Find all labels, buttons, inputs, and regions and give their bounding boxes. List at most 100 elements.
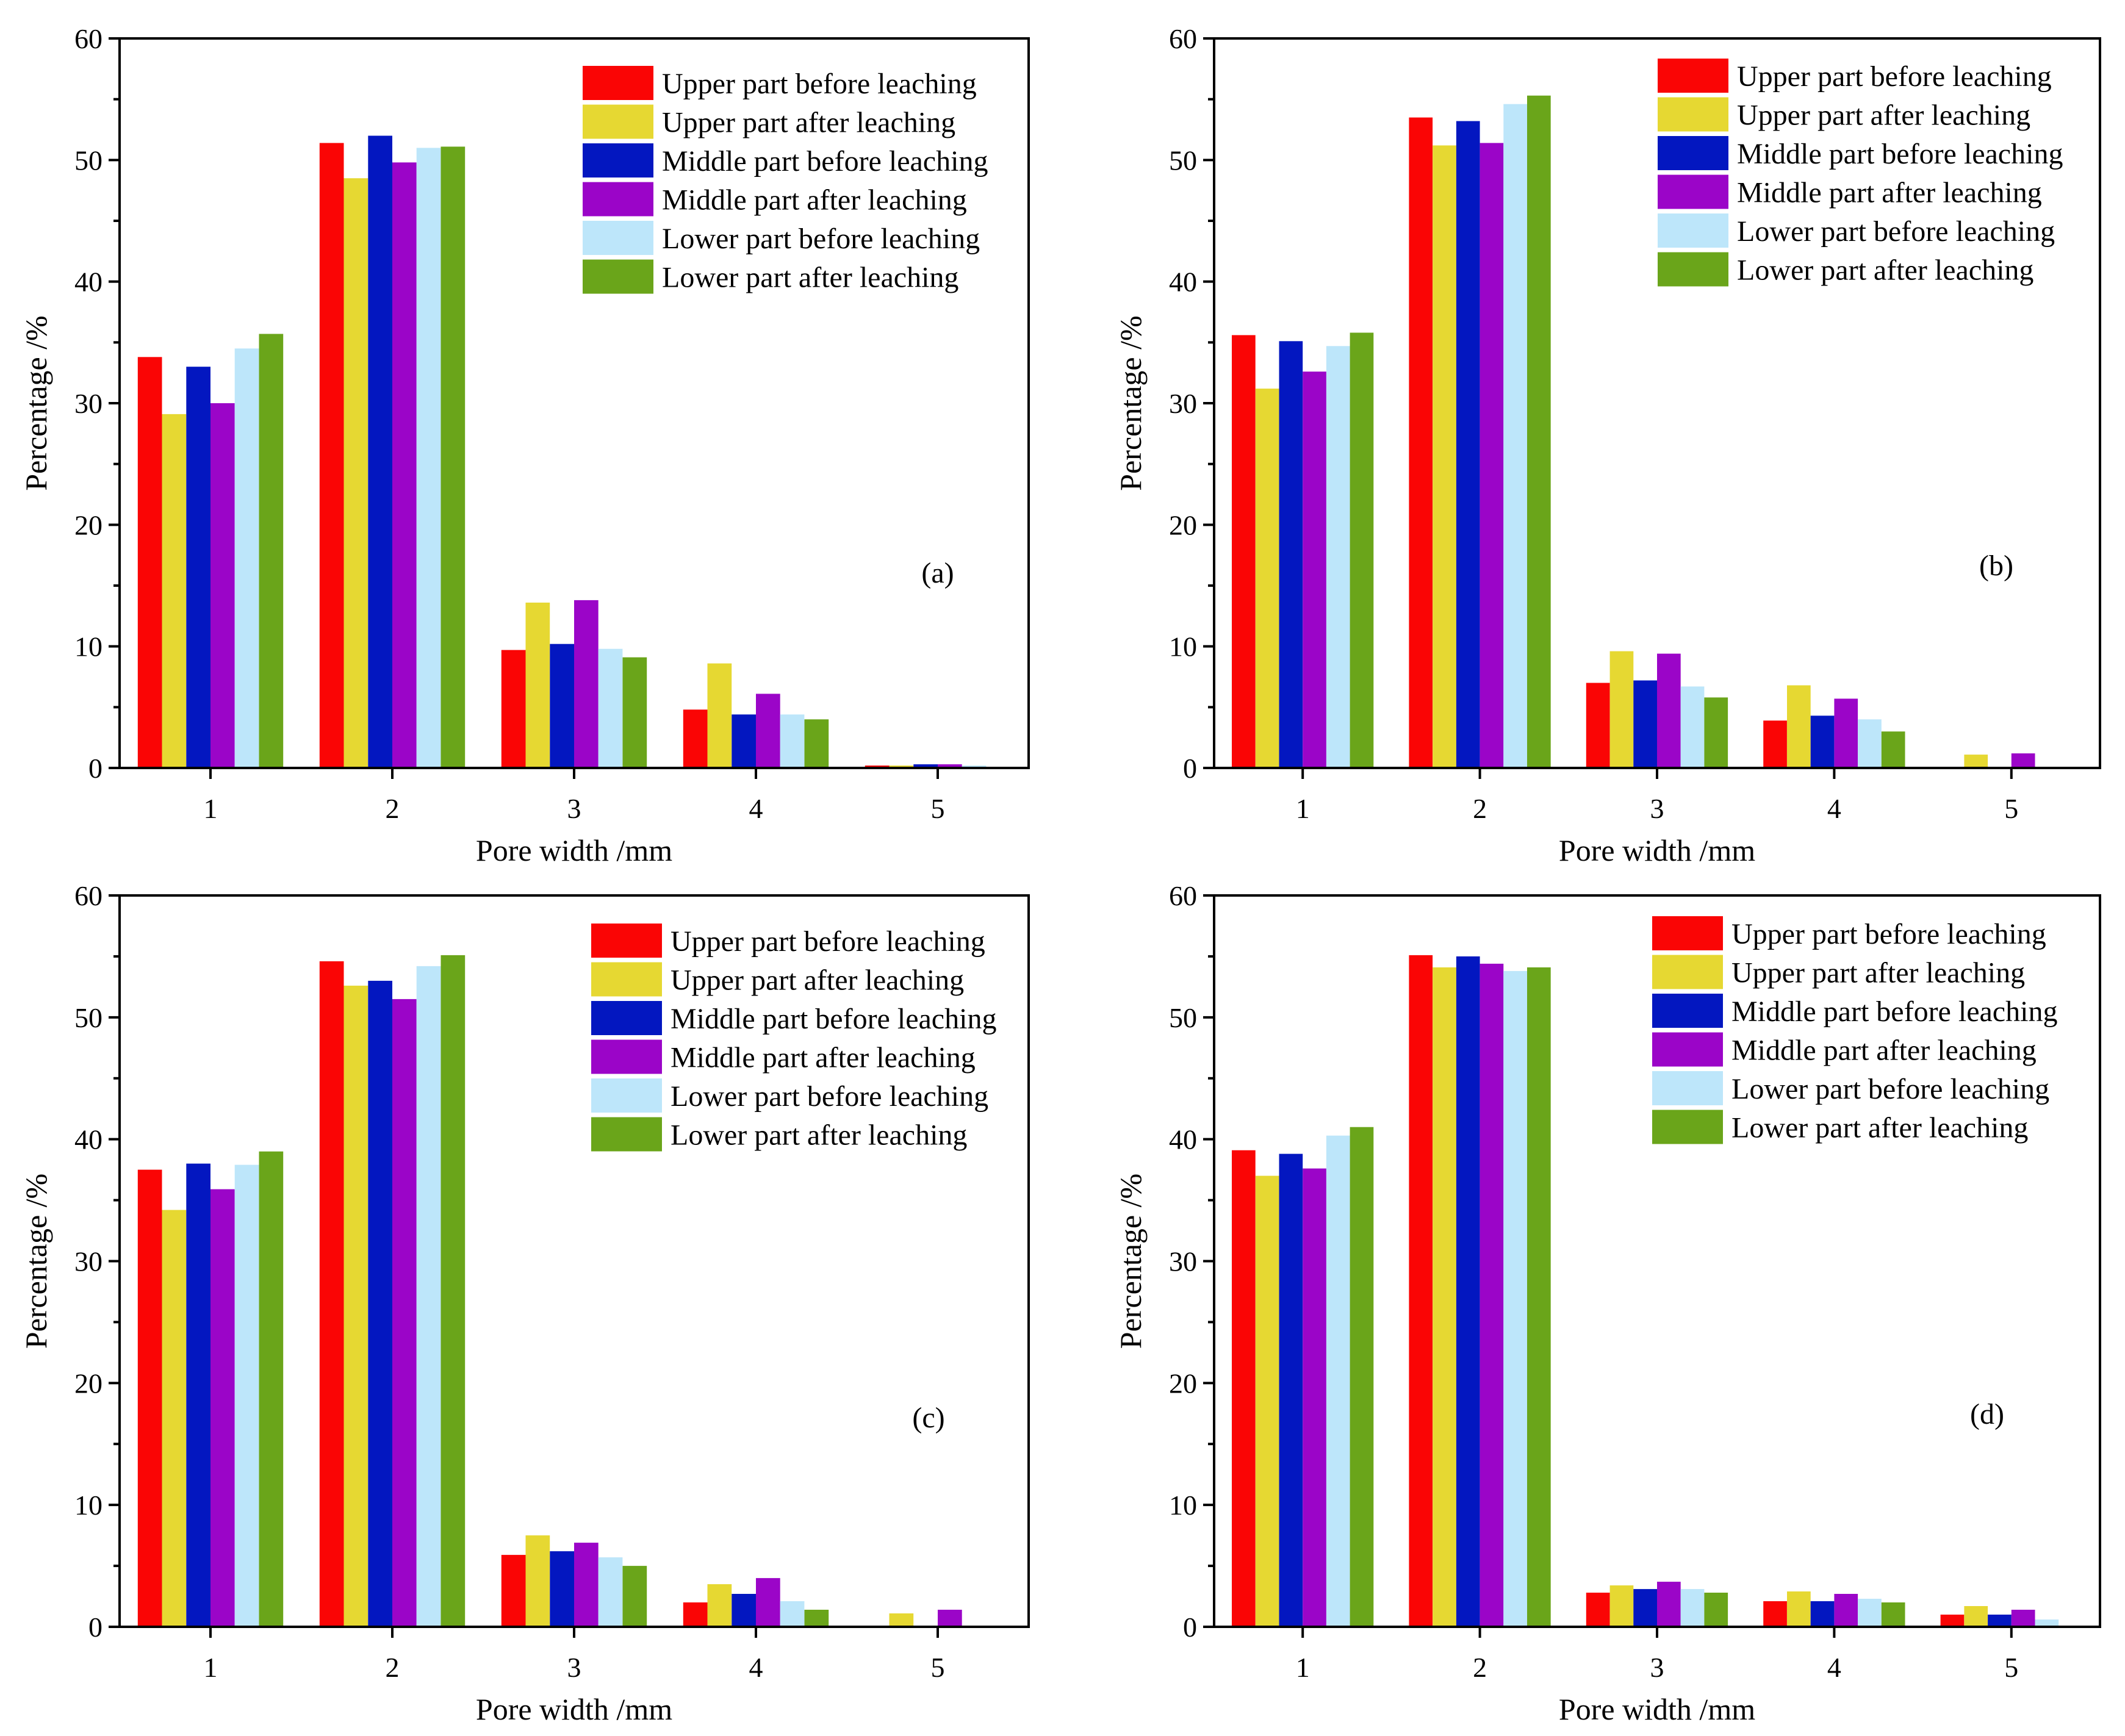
- bar-6-cat-3: [622, 657, 647, 768]
- bar-4-cat-3: [1657, 653, 1681, 768]
- y-tick-label: 0: [88, 753, 102, 784]
- y-axis-title: Percentage /%: [19, 315, 53, 490]
- y-tick-label: 10: [74, 1490, 102, 1521]
- x-tick-label: 2: [1473, 1652, 1487, 1683]
- bar-1-cat-2: [1409, 117, 1433, 769]
- legend-swatch-3: [1658, 136, 1728, 170]
- bar-3-cat-3: [1633, 680, 1657, 768]
- legend-label-1: Upper part before leaching: [662, 68, 977, 100]
- legend-label-3: Middle part before leaching: [1731, 995, 2057, 1028]
- bar-5-cat-3: [598, 648, 623, 768]
- bar-6-cat-1: [259, 334, 284, 768]
- x-tick-label: 4: [749, 1652, 763, 1683]
- y-tick-label: 20: [74, 509, 102, 540]
- bar-4-cat-5: [938, 1610, 962, 1627]
- bar-1-cat-1: [1232, 335, 1256, 768]
- bar-1-cat-3: [1586, 683, 1610, 768]
- bar-1-cat-5: [1940, 1615, 1965, 1627]
- y-tick-label: 30: [1169, 1246, 1197, 1277]
- y-tick-label: 0: [1183, 753, 1197, 784]
- bar-1-cat-3: [1586, 1593, 1610, 1627]
- y-tick-label: 30: [74, 388, 102, 419]
- legend-swatch-1: [583, 66, 653, 100]
- bar-2-cat-1: [162, 1210, 187, 1627]
- bar-2-cat-5: [1964, 1606, 1988, 1627]
- legend-label-2: Upper part after leaching: [671, 964, 964, 997]
- legend-swatch-1: [591, 924, 662, 958]
- x-tick-label: 3: [567, 793, 581, 824]
- panel-label: (b): [1979, 550, 2013, 582]
- legend-label-3: Middle part before leaching: [662, 145, 988, 178]
- bar-5-cat-4: [1858, 1599, 1882, 1627]
- panel-label: (d): [1970, 1398, 2004, 1430]
- bar-2-cat-2: [1433, 145, 1456, 768]
- bars: [137, 135, 1011, 768]
- bar-4-cat-1: [210, 1189, 235, 1627]
- bar-4-cat-2: [1480, 143, 1504, 768]
- bars: [1232, 955, 2059, 1627]
- bar-6-cat-2: [1527, 967, 1551, 1627]
- x-axis-title: Pore width /mm: [1559, 833, 1755, 867]
- bar-4-cat-1: [1303, 371, 1326, 768]
- bar-4-cat-2: [392, 999, 417, 1627]
- legend-swatch-5: [1658, 213, 1728, 248]
- bar-4-cat-5: [2011, 1610, 2035, 1627]
- y-tick-label: 60: [74, 880, 102, 911]
- chart-panel-3: 0 10 20 30 40 50 60 1 2 3 4 5 Pore width /mm Percenta…: [19, 880, 1030, 1726]
- legend-swatch-4: [1658, 174, 1728, 209]
- bar-1-cat-4: [683, 1602, 708, 1627]
- bar-5-cat-4: [1858, 719, 1882, 768]
- x-tick-label: 4: [1827, 1652, 1841, 1683]
- y-tick-label: 50: [1169, 145, 1197, 176]
- legend: Upper part before leaching Upper part aft…: [1658, 59, 2063, 287]
- y-tick-label: 40: [1169, 267, 1197, 298]
- bar-2-cat-2: [343, 178, 369, 768]
- y-axis-title: Percentage /%: [19, 1174, 53, 1349]
- bar-6-cat-2: [1527, 95, 1551, 769]
- bar-6-cat-4: [804, 1610, 829, 1627]
- legend-swatch-3: [591, 1001, 662, 1035]
- bar-5-cat-2: [1503, 970, 1527, 1627]
- y-tick-label: 10: [1169, 1490, 1197, 1521]
- legend-label-4: Middle part after leaching: [1731, 1035, 2037, 1067]
- bar-5-cat-2: [416, 148, 441, 768]
- bars: [1232, 95, 2035, 769]
- x-tick-label: 1: [204, 793, 218, 824]
- bar-1-cat-2: [319, 961, 344, 1627]
- legend-swatch-4: [1652, 1032, 1723, 1067]
- bar-6-cat-1: [259, 1151, 284, 1627]
- bar-2-cat-2: [343, 985, 369, 1627]
- bar-2-cat-3: [525, 1535, 550, 1627]
- legend-label-6: Lower part after leaching: [671, 1119, 967, 1152]
- bar-2-cat-2: [1433, 967, 1456, 1627]
- y-tick-label: 0: [88, 1612, 102, 1643]
- y-axis-title: Percentage /%: [1113, 315, 1148, 490]
- legend-label-1: Upper part before leaching: [1731, 918, 2046, 950]
- bar-4-cat-5: [938, 764, 962, 768]
- bar-1-cat-1: [137, 1169, 162, 1627]
- bar-6-cat-1: [1350, 332, 1374, 768]
- y-tick-label: 30: [1169, 388, 1197, 419]
- panel-label: (a): [921, 557, 954, 589]
- bar-1-cat-1: [1232, 1150, 1256, 1627]
- y-tick-label: 60: [1169, 880, 1197, 911]
- legend-swatch-4: [591, 1039, 662, 1074]
- legend-label-1: Upper part before leaching: [671, 925, 985, 958]
- x-tick-label: 1: [204, 1652, 218, 1683]
- x-tick-label: 1: [1296, 793, 1310, 824]
- x-tick-label: 3: [1650, 793, 1664, 824]
- y-tick-label: 60: [74, 23, 102, 54]
- bar-5-cat-3: [598, 1557, 623, 1627]
- legend-label-3: Middle part before leaching: [1737, 138, 2063, 170]
- x-tick-label: 3: [567, 1652, 581, 1683]
- x-tick-label: 1: [1296, 1652, 1310, 1683]
- bar-6-cat-3: [622, 1566, 647, 1627]
- bar-5-cat-3: [1680, 686, 1705, 768]
- legend-label-2: Upper part after leaching: [662, 107, 955, 139]
- y-tick-label: 20: [74, 1368, 102, 1399]
- legend-label-2: Upper part after leaching: [1737, 99, 2030, 132]
- chart-panel-1: 0 10 20 30 40 50 60 1 2 3 4 5 Pore width /mm Percenta…: [19, 23, 1030, 867]
- legend-swatch-3: [583, 143, 653, 178]
- bar-4-cat-3: [1657, 1582, 1681, 1627]
- y-tick-label: 60: [1169, 23, 1197, 54]
